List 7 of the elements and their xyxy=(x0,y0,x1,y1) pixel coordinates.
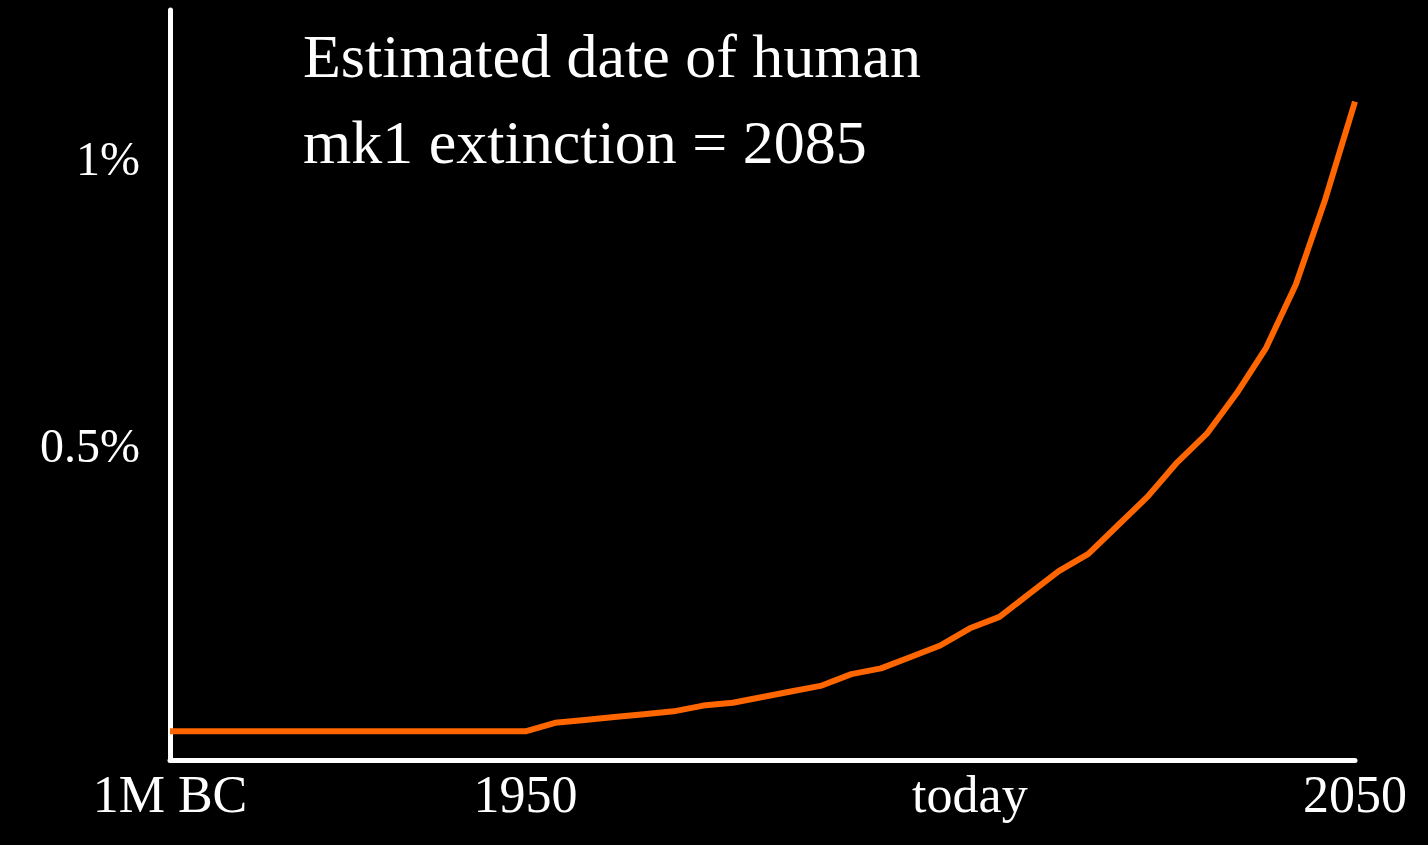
y-tick-label: 1% xyxy=(76,132,140,186)
y-tick-label: 0.5% xyxy=(40,418,140,472)
text: Estimated date of human mk1 extinction = 2085 xyxy=(303,22,937,176)
x-tick-label: 2050 xyxy=(1303,765,1407,823)
x-tick-label: 1950 xyxy=(473,765,578,823)
x-tick-label: today xyxy=(912,765,1028,823)
x-tick-label: 1M BC xyxy=(92,765,248,823)
